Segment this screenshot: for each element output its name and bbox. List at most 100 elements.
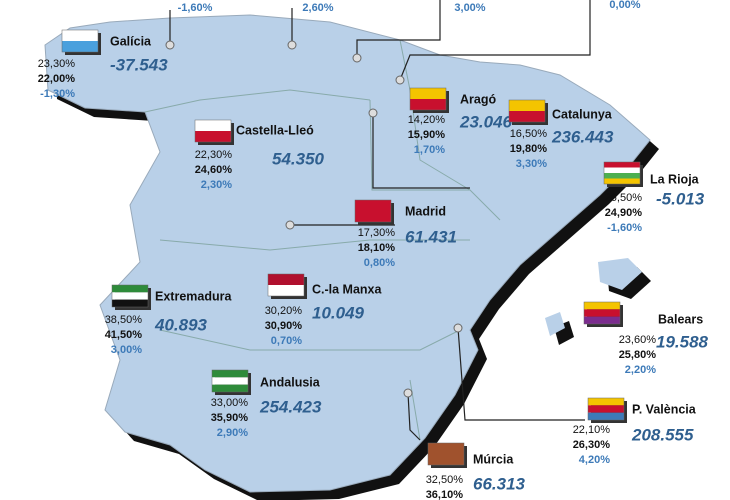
region-borders bbox=[144, 39, 501, 441]
region-value: 30,20% bbox=[265, 305, 303, 317]
region-value: 36,10% bbox=[426, 489, 464, 500]
region-value: 4,20% bbox=[579, 454, 610, 466]
region-total: 19.588 bbox=[656, 332, 709, 351]
flag-stripe bbox=[509, 100, 545, 111]
region-value: 38,50% bbox=[105, 314, 143, 326]
region-value: 15,90% bbox=[408, 129, 446, 141]
region-value: 16,50% bbox=[510, 128, 548, 140]
region-value: 2,90% bbox=[217, 427, 248, 439]
flag-stripe bbox=[604, 173, 640, 179]
region-value: 25,80% bbox=[619, 349, 657, 361]
region-name: Galícia bbox=[110, 34, 152, 48]
region-name: C.-la Manxa bbox=[312, 282, 383, 296]
region-value: 0,70% bbox=[271, 335, 302, 347]
region-value: 23,30% bbox=[38, 58, 76, 70]
region-value: 3,30% bbox=[516, 158, 547, 170]
flag-border bbox=[587, 397, 625, 421]
flag-border bbox=[409, 87, 447, 111]
mallorca bbox=[598, 258, 642, 290]
flag-stripe bbox=[112, 299, 148, 307]
region-total: 61.431 bbox=[405, 227, 457, 246]
flag-stripe bbox=[410, 88, 446, 99]
region-total: 208.555 bbox=[631, 425, 694, 444]
flag-stripe bbox=[584, 316, 620, 324]
region-value: 18,10% bbox=[358, 242, 396, 254]
region-total: 236.443 bbox=[551, 127, 614, 146]
region-name: Aragó bbox=[460, 92, 496, 106]
region-value: -1,60% bbox=[607, 222, 642, 234]
region-total: 40.893 bbox=[154, 315, 208, 334]
flag-stripe bbox=[588, 398, 624, 406]
region-name: La Rioja bbox=[650, 172, 700, 186]
region-total: 10.049 bbox=[312, 303, 365, 322]
region-total: -37.543 bbox=[110, 55, 168, 74]
menorca bbox=[545, 312, 565, 336]
region-name: P. València bbox=[632, 402, 697, 416]
flag-stripe bbox=[62, 41, 98, 52]
flag-stripe bbox=[355, 200, 391, 222]
region-total: 66.313 bbox=[473, 474, 526, 493]
city-dots bbox=[165, 40, 463, 398]
region-value: -1,30% bbox=[40, 88, 75, 100]
region-value: 19,80% bbox=[510, 143, 548, 155]
region-value: 2,20% bbox=[625, 364, 656, 376]
flag-stripe bbox=[588, 412, 624, 420]
flag-stripe bbox=[62, 30, 98, 41]
region-value: 33,00% bbox=[211, 397, 249, 409]
flag-border bbox=[211, 369, 249, 393]
region-value: 3,00% bbox=[111, 344, 142, 356]
flag-stripe bbox=[268, 274, 304, 285]
flag-border bbox=[603, 161, 641, 185]
flag-border bbox=[61, 29, 99, 53]
flag-stripe bbox=[584, 309, 620, 317]
region-total: 54.350 bbox=[272, 149, 325, 168]
region-total: 254.423 bbox=[259, 397, 322, 416]
flag-stripe bbox=[112, 285, 148, 293]
region-value: 22,10% bbox=[573, 424, 611, 436]
flag-border bbox=[508, 99, 546, 123]
region-value: 17,30% bbox=[358, 227, 396, 239]
flag-stripe bbox=[212, 377, 248, 385]
region-value: 41,50% bbox=[105, 329, 143, 341]
region-name: Balears bbox=[658, 312, 703, 326]
region-value: 35,90% bbox=[211, 412, 249, 424]
top-value: 2,60% bbox=[302, 2, 333, 14]
flag-stripe bbox=[509, 111, 545, 122]
top-value: 3,00% bbox=[454, 2, 485, 14]
flag-stripe bbox=[195, 120, 231, 131]
region-name: Catalunya bbox=[552, 107, 613, 121]
region-value: 30,90% bbox=[265, 320, 303, 332]
region-total: -5.013 bbox=[656, 189, 705, 208]
region-name: Múrcia bbox=[473, 452, 514, 466]
flag-border bbox=[354, 199, 392, 223]
region-value: 32,50% bbox=[426, 474, 464, 486]
flag-border bbox=[111, 284, 149, 308]
flag-stripe bbox=[604, 178, 640, 184]
region-name: Extremadura bbox=[155, 289, 232, 303]
flag-border bbox=[583, 301, 621, 325]
region-value: 26,50% bbox=[605, 192, 643, 204]
flag-stripe bbox=[410, 99, 446, 110]
region-value: 24,60% bbox=[195, 164, 233, 176]
flag-border bbox=[194, 119, 232, 143]
flag-border bbox=[267, 273, 305, 297]
region-name: Andalusia bbox=[260, 375, 321, 389]
flag-stripe bbox=[604, 167, 640, 173]
top-value: -1,60% bbox=[178, 2, 213, 14]
region-value: 24,90% bbox=[605, 207, 643, 219]
region-total: 23.046 bbox=[459, 112, 513, 131]
region-value: 22,30% bbox=[195, 149, 233, 161]
flag-stripe bbox=[195, 131, 231, 142]
region-value: 0,80% bbox=[364, 257, 395, 269]
flag-stripe bbox=[212, 384, 248, 392]
region-value: 23,60% bbox=[619, 334, 657, 346]
region-value: 22,00% bbox=[38, 73, 76, 85]
top-value: 0,00% bbox=[609, 0, 640, 11]
flag-stripe bbox=[584, 302, 620, 310]
flag-border bbox=[427, 442, 465, 466]
region-value: 14,20% bbox=[408, 114, 446, 126]
flag-stripe bbox=[428, 443, 464, 465]
region-value: 1,70% bbox=[414, 144, 445, 156]
region-value: 2,30% bbox=[201, 179, 232, 191]
